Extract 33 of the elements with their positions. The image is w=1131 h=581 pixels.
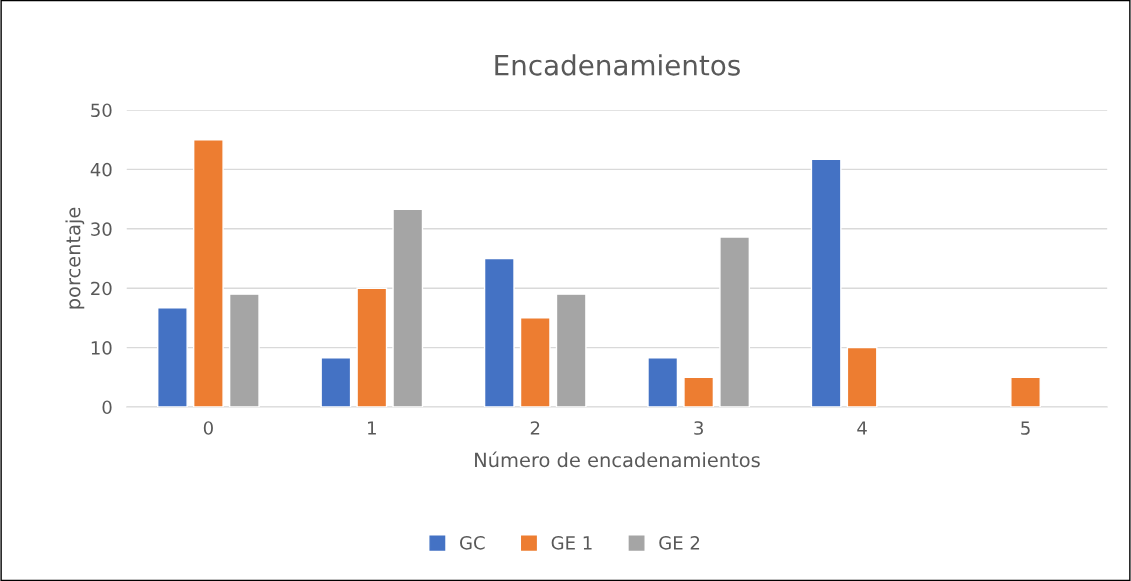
- bar: [719, 236, 751, 407]
- bar: [192, 138, 224, 407]
- bar: [392, 208, 424, 407]
- x-tick-label: 0: [203, 421, 213, 435]
- y-tick-label: 10: [91, 341, 112, 355]
- bar: [647, 356, 679, 407]
- x-tick-label: 1: [368, 421, 376, 435]
- x-tick-label: 3: [694, 421, 703, 435]
- y-tick-label: 50: [91, 103, 112, 118]
- y-tick-label: 20: [91, 281, 112, 296]
- bar: [483, 257, 515, 407]
- y-tick-label: 40: [90, 162, 112, 177]
- legend-label: GC: [460, 535, 485, 550]
- legend-label: GE 1: [551, 535, 592, 550]
- bar: [356, 287, 388, 407]
- bar: [846, 346, 878, 407]
- x-tick-label: 5: [1021, 421, 1030, 435]
- legend-label: GE 2: [659, 535, 700, 550]
- bar: [519, 317, 551, 407]
- bar: [683, 376, 715, 407]
- y-tick-label: 30: [91, 222, 112, 236]
- x-axis-title: Número de encadenamientos: [475, 451, 760, 468]
- bar: [157, 307, 188, 407]
- bar: [320, 356, 352, 407]
- y-axis-title: porcentaje: [65, 207, 85, 309]
- x-tick-label: 2: [530, 421, 540, 435]
- y-tick-label: 0: [102, 400, 112, 415]
- bar: [1010, 376, 1041, 407]
- chart-title: Encadenamientos: [495, 54, 740, 76]
- bar: [555, 293, 587, 407]
- bar: [228, 293, 260, 407]
- bar: [810, 158, 842, 407]
- x-tick-label: 4: [857, 421, 867, 435]
